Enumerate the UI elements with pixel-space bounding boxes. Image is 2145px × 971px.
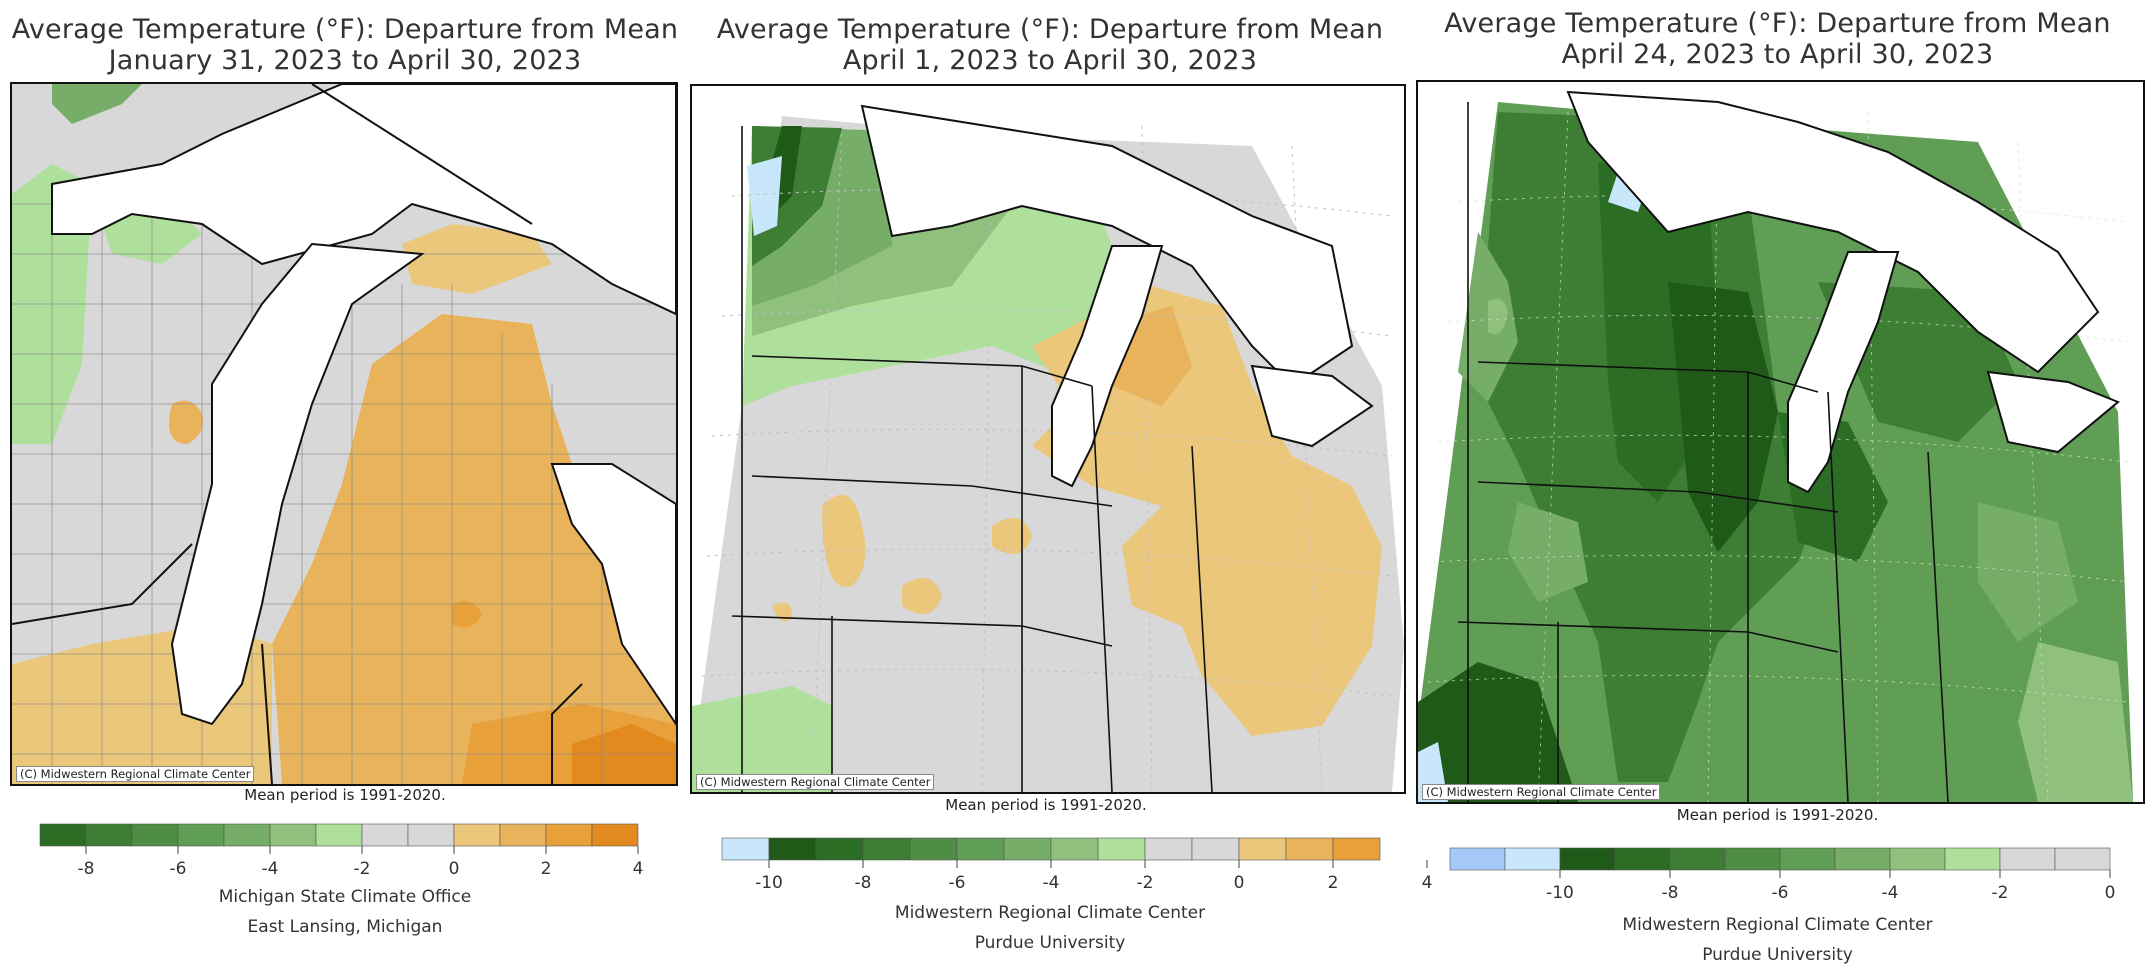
- title-line-1: Average Temperature (°F): Departure from…: [11, 14, 679, 45]
- legend-swatch: [1669, 847, 1726, 871]
- legend-swatch: [1144, 837, 1193, 861]
- legend-tick-label: -8: [78, 859, 95, 879]
- title-line-1: Average Temperature (°F): Departure from…: [716, 14, 1384, 45]
- legend-tick-label: -10: [755, 873, 783, 893]
- legend-swatch: [545, 823, 593, 847]
- legend-tick-label: 4: [633, 859, 644, 879]
- legend-swatch: [956, 837, 1005, 861]
- legend-tick-label: -4: [1043, 873, 1060, 893]
- legend-tick-label: -6: [1772, 883, 1789, 903]
- legend-swatch: [1834, 847, 1891, 871]
- legend-swatch: [1559, 847, 1616, 871]
- footer-line-1: Michigan State Climate Office: [218, 887, 472, 907]
- legend-tick-label: -6: [949, 873, 966, 893]
- map-graphic: [1418, 82, 2143, 802]
- legend-tick-label: 0: [2105, 883, 2116, 903]
- temperature-map: (C) Midwestern Regional Climate Center: [10, 82, 678, 786]
- footer-line-1: Midwestern Regional Climate Center: [894, 903, 1206, 923]
- legend-swatch: [909, 837, 958, 861]
- legend-tick-label: -6: [170, 859, 187, 879]
- legend-tick-label: 0: [449, 859, 460, 879]
- legend-swatch: [407, 823, 455, 847]
- legend-tick-label: -2: [1137, 873, 1154, 893]
- mean-period-note: Mean period is 1991-2020.: [244, 786, 446, 804]
- map-panel-3: Average Temperature (°F): Departure from…: [1410, 0, 2145, 971]
- map-panel-2: Average Temperature (°F): Departure from…: [690, 0, 1432, 971]
- legend-swatch: [361, 823, 409, 847]
- legend-swatch: [85, 823, 133, 847]
- legend-swatch: [499, 823, 547, 847]
- legend-swatch: [223, 823, 271, 847]
- legend-swatch: [1889, 847, 1946, 871]
- title-line-2: January 31, 2023 to April 30, 2023: [108, 45, 582, 76]
- legend-swatch: [1238, 837, 1287, 861]
- legend-swatch: [1779, 847, 1836, 871]
- legend-scale: -8 -6 -4 -2 0 2 4: [39, 823, 644, 879]
- legend-tick-label: -2: [354, 859, 371, 879]
- map-graphic: [692, 86, 1404, 792]
- legend-swatch: [1285, 837, 1334, 861]
- temperature-map: (C) Midwestern Regional Climate Center: [1416, 80, 2145, 804]
- legend-tick-label: 2: [541, 859, 552, 879]
- legend-swatch: [315, 823, 363, 847]
- color-legend: -8 -6 -4 -2 0 2 4: [39, 823, 652, 886]
- footer-line-2: Purdue University: [1702, 945, 1853, 965]
- legend-footer: Midwestern Regional Climate Center Purdu…: [690, 898, 1410, 958]
- legend-swatch: [1097, 837, 1146, 861]
- legend-scale: -10 -8 -6 -4 -2 0: [1449, 847, 2115, 903]
- legend-swatch: [721, 837, 770, 861]
- legend-scale: -10 -8 -6 -4 -2 0 2 4: [721, 837, 1432, 893]
- legend-swatch: [815, 837, 864, 861]
- legend-swatch: [39, 823, 87, 847]
- legend-swatch: [591, 823, 639, 847]
- color-legend: -10 -8 -6 -4 -2 0: [1449, 847, 2115, 910]
- temperature-map: (C) Midwestern Regional Climate Center: [690, 84, 1406, 794]
- legend-swatch: [1332, 837, 1381, 861]
- legend-swatch: [269, 823, 317, 847]
- legend-footer: Michigan State Climate Office East Lansi…: [0, 882, 690, 942]
- legend-swatch: [2054, 847, 2111, 871]
- color-legend: -10 -8 -6 -4 -2 0 2 4: [721, 837, 1432, 900]
- legend-swatch: [453, 823, 501, 847]
- legend-swatch: [131, 823, 179, 847]
- legend-swatch: [1050, 837, 1099, 861]
- legend-swatch: [862, 837, 911, 861]
- legend-tick-label: -4: [262, 859, 279, 879]
- legend-swatch: [1449, 847, 1506, 871]
- title-line-2: April 24, 2023 to April 30, 2023: [1561, 39, 1994, 70]
- legend-swatch: [768, 837, 817, 861]
- map-title: Average Temperature (°F): Departure from…: [690, 14, 1410, 76]
- map-graphic: [12, 84, 676, 784]
- legend-tick-label: -10: [1546, 883, 1574, 903]
- title-line-2: April 1, 2023 to April 30, 2023: [842, 45, 1258, 76]
- legend-swatch: [1724, 847, 1781, 871]
- legend-tick-label: -2: [1992, 883, 2009, 903]
- map-title: Average Temperature (°F): Departure from…: [1410, 8, 2145, 70]
- title-line-1: Average Temperature (°F): Departure from…: [1444, 8, 2111, 39]
- legend-tick-label: 2: [1328, 873, 1339, 893]
- mean-period-note: Mean period is 1991-2020.: [945, 796, 1147, 814]
- map-credit: (C) Midwestern Regional Climate Center: [16, 766, 255, 782]
- legend-footer: Midwestern Regional Climate Center Purdu…: [1410, 910, 2145, 970]
- footer-line-1: Midwestern Regional Climate Center: [1622, 915, 1933, 935]
- map-title: Average Temperature (°F): Departure from…: [0, 14, 690, 76]
- legend-swatch: [1614, 847, 1671, 871]
- legend-swatch: [1999, 847, 2056, 871]
- legend-swatch: [1003, 837, 1052, 861]
- legend-swatch: [1944, 847, 2001, 871]
- mean-period-note: Mean period is 1991-2020.: [1676, 806, 1879, 824]
- legend-tick-label: -4: [1882, 883, 1899, 903]
- map-credit: (C) Midwestern Regional Climate Center: [1422, 784, 1661, 800]
- footer-line-2: Purdue University: [974, 933, 1126, 953]
- map-panel-1: Average Temperature (°F): Departure from…: [0, 0, 690, 971]
- map-credit: (C) Midwestern Regional Climate Center: [696, 774, 935, 790]
- legend-tick-label: 0: [1234, 873, 1245, 893]
- footer-line-2: East Lansing, Michigan: [247, 917, 443, 937]
- legend-tick-label: 4: [1422, 873, 1433, 893]
- legend-tick-label: -8: [855, 873, 872, 893]
- legend-swatch: [1191, 837, 1240, 861]
- legend-tick-label: -8: [1662, 883, 1679, 903]
- legend-swatch: [1504, 847, 1561, 871]
- legend-swatch: [177, 823, 225, 847]
